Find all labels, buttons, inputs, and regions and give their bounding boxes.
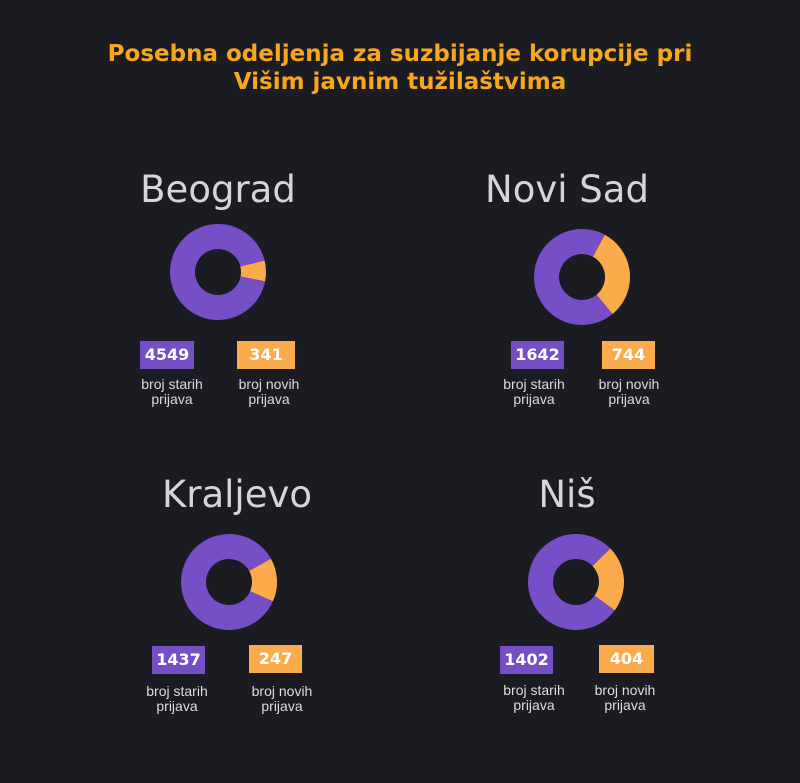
old-caption-novi-sad: broj starih prijava [503, 376, 565, 407]
new-caption-nis: broj novih prijava [594, 682, 656, 713]
new-count-beograd: 341 [237, 341, 295, 369]
new-caption-novi-sad: broj novih prijava [598, 376, 660, 407]
old-count-beograd: 4549 [140, 341, 194, 369]
city-title-kraljevo: Kraljevo [161, 473, 313, 516]
city-title-novi-sad: Novi Sad [485, 168, 649, 211]
old-caption-nis: broj starih prijava [503, 682, 565, 713]
chart-title: Posebna odeljenja za suzbijanje korupcij… [0, 40, 800, 96]
donut-chart-kraljevo [181, 534, 277, 630]
old-count-nis: 1402 [500, 646, 553, 674]
donut-chart-nis [528, 534, 624, 630]
new-reports-slice [249, 558, 277, 602]
title-line-1: Posebna odeljenja za suzbijanje korupcij… [107, 41, 693, 67]
new-count-kraljevo: 247 [249, 645, 302, 673]
old-caption-kraljevo: broj starih prijava [146, 683, 208, 714]
city-title-nis: Niš [538, 473, 596, 516]
new-reports-slice [240, 260, 266, 282]
old-count-novi-sad: 1642 [511, 341, 564, 369]
new-count-novi-sad: 744 [602, 341, 655, 369]
new-reports-slice [592, 548, 624, 611]
donut-chart-novi-sad [534, 229, 630, 325]
city-title-beograd: Beograd [140, 168, 296, 211]
new-count-nis: 404 [599, 645, 654, 673]
new-caption-kraljevo: broj novih prijava [251, 683, 313, 714]
donut-chart-beograd [170, 224, 266, 320]
old-reports-slice [528, 534, 615, 630]
old-reports-slice [170, 224, 266, 320]
new-caption-beograd: broj novih prijava [238, 376, 300, 407]
old-reports-slice [534, 229, 613, 325]
old-caption-beograd: broj starih prijava [141, 376, 203, 407]
title-line-2: Višim javnim tužilaštvima [233, 69, 567, 95]
old-count-kraljevo: 1437 [152, 646, 205, 674]
new-reports-slice [592, 234, 630, 315]
old-reports-slice [181, 534, 273, 630]
